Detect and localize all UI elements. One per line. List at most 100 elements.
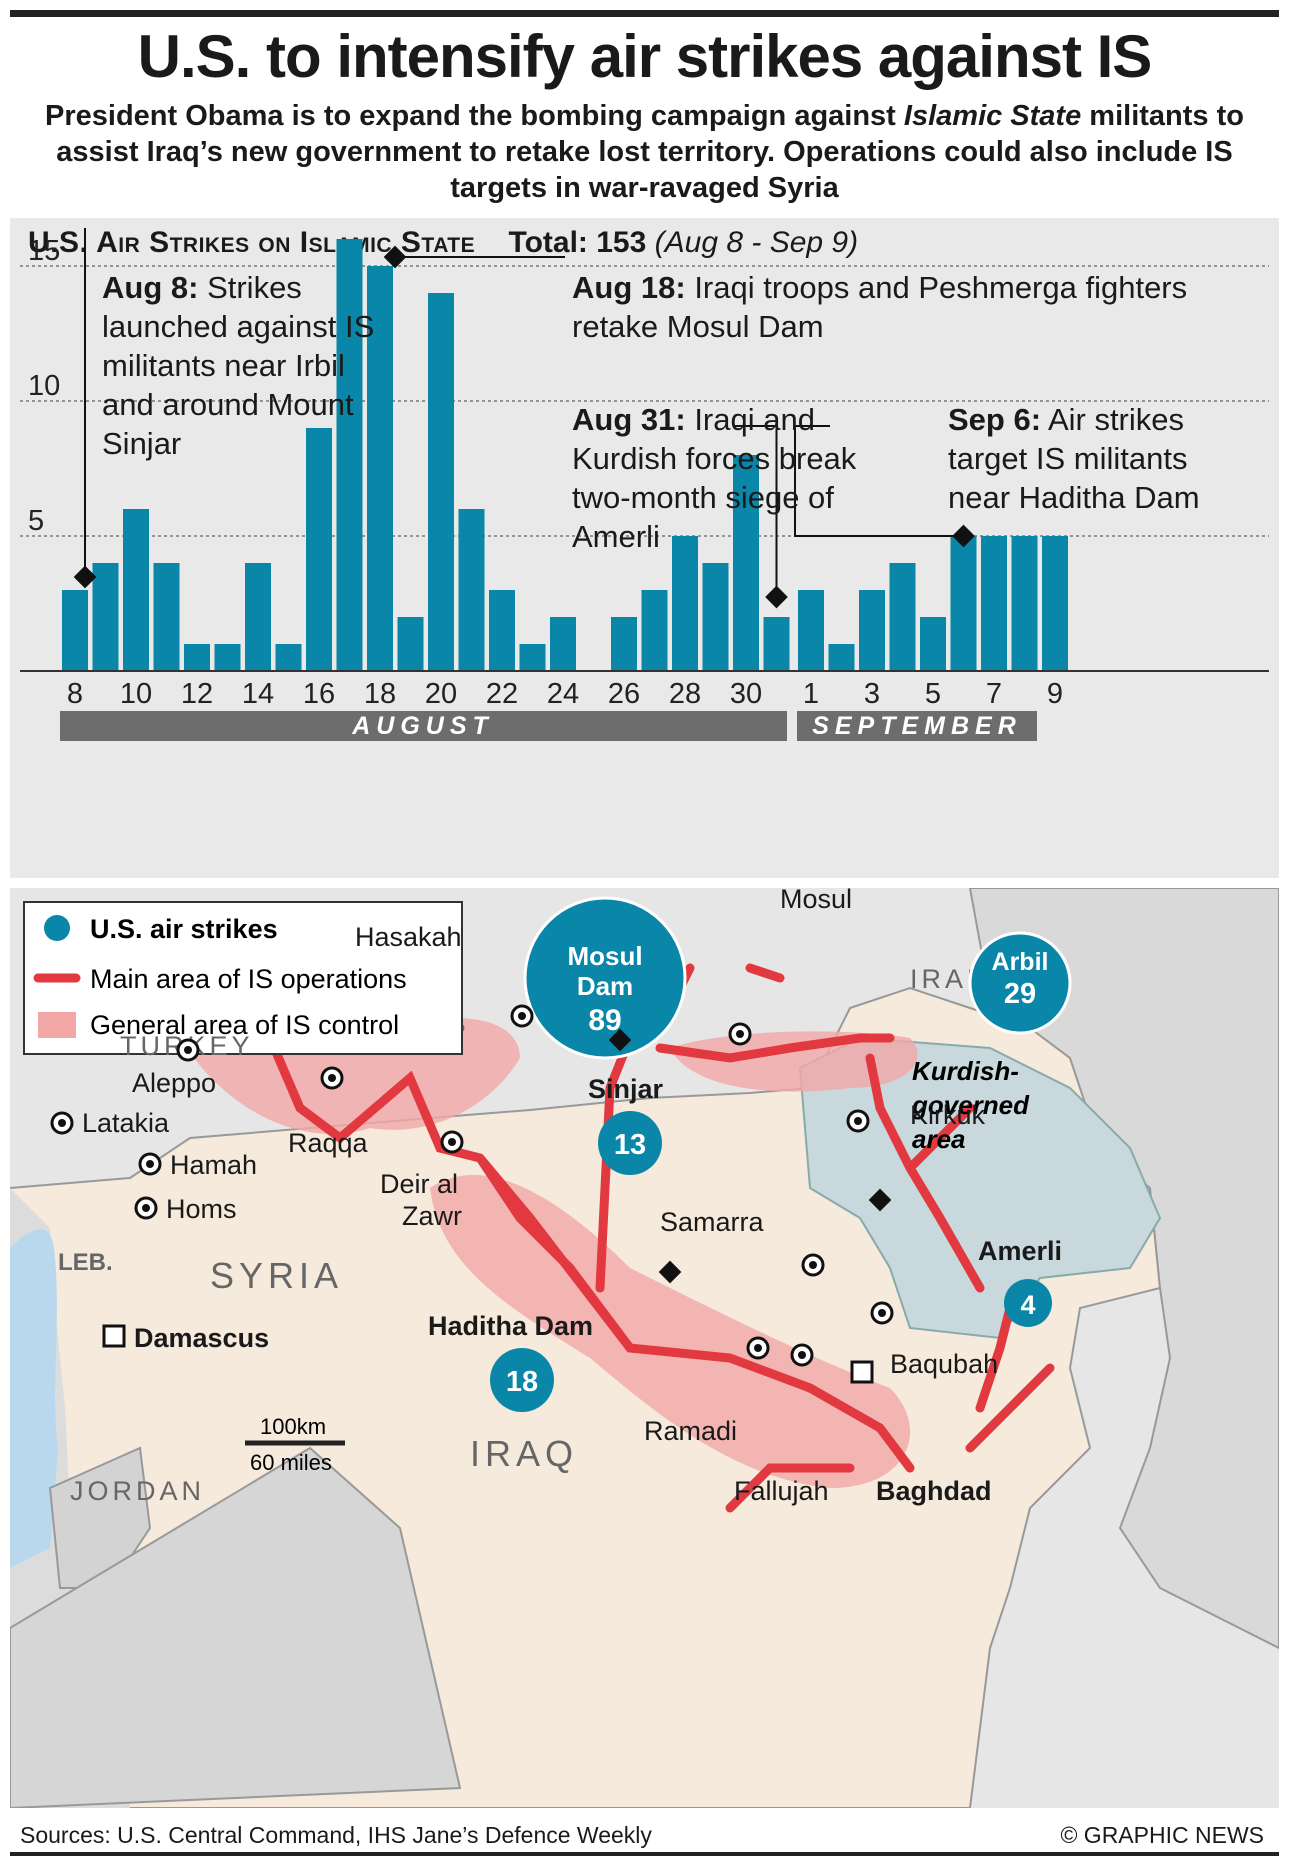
marker-center-mosul [736, 1030, 744, 1038]
bar-aug-18 [367, 266, 393, 671]
place-label-damascus: Damascus [134, 1323, 269, 1353]
bar-aug-16 [306, 428, 332, 671]
place-label-latakia: Latakia [82, 1108, 170, 1138]
xtick-label-5: 5 [925, 678, 941, 710]
kurdish-label-1: Kurdish- [912, 1056, 1019, 1086]
country-lebanon: LEB. [58, 1249, 113, 1276]
xtick-label-28: 28 [669, 678, 701, 710]
marker-center-raqqa [328, 1074, 336, 1082]
place-label-hasakah: Hasakah [355, 922, 462, 952]
xtick-label-1: 1 [803, 678, 819, 710]
bar-aug-31 [763, 617, 790, 671]
marker-center-latakia [58, 1119, 66, 1127]
country-syria: SYRIA [210, 1255, 343, 1296]
subtitle-part-1: President Obama is to expand the bombing… [45, 100, 904, 132]
marker-center-ramadi [754, 1344, 762, 1352]
legend-pink-area-icon [38, 1012, 76, 1038]
bar-sep-4 [889, 563, 916, 671]
capital-marker-damascus [102, 1324, 126, 1348]
marker-center-baqubah [878, 1309, 886, 1317]
bar-aug-20 [428, 293, 454, 671]
strike-site-arbil [968, 931, 1072, 1035]
diamond-sep6 [952, 524, 975, 548]
credit: © GRAPHIC NEWS [1060, 1822, 1264, 1848]
bar-aug-26 [611, 617, 637, 671]
bar-sep-1 [798, 590, 824, 671]
bar-aug-10 [123, 509, 149, 671]
ytick-label-10: 10 [28, 370, 60, 402]
month-bar-august [60, 711, 787, 741]
place-label-homs: Homs [166, 1194, 237, 1224]
subtitle-part-2: militants to assist Iraq’s new governmen… [56, 100, 1244, 204]
chart-total: Total: 153 [508, 226, 647, 259]
xtick-label-18: 18 [364, 678, 396, 710]
jordan [10, 1446, 462, 1808]
bar-aug-22 [489, 590, 515, 671]
leader-aug31 [735, 425, 778, 597]
scale-miles: 60 miles [250, 1450, 332, 1475]
xtick-label-14: 14 [242, 678, 274, 710]
xtick-label-12: 12 [181, 678, 213, 710]
place-label-fallujah: Fallujah [734, 1476, 829, 1506]
legend-box [23, 901, 463, 1055]
marker-center-fallujah [798, 1351, 806, 1359]
strike-site-mosul-dam [523, 896, 687, 1060]
site-count-mosul-dam: 89 [588, 1004, 621, 1037]
bar-sep-9 [1042, 536, 1068, 671]
bar-sep-6 [950, 536, 977, 671]
bar-aug-19 [397, 617, 424, 671]
place-label-kirkuk: Kirkuk [910, 1100, 986, 1130]
chart-range: (Aug 8 - Sep 9) [654, 226, 859, 259]
place-label-baqubah: Baqubah [890, 1349, 998, 1379]
strike-site-haditha [490, 1348, 554, 1412]
bar-aug-11 [153, 563, 180, 671]
place-label-aleppo: Aleppo [132, 1068, 216, 1098]
site-name-arbil: Arbil [992, 948, 1049, 976]
marker-center-aleppo [184, 1046, 192, 1054]
xtick-label-7: 7 [986, 678, 1002, 710]
site-count-amerli: 4 [1020, 1290, 1035, 1320]
bottom-rule [10, 1852, 1279, 1856]
marker-center-deir-al [448, 1138, 456, 1146]
site-count-sinjar: 13 [614, 1129, 646, 1161]
place-label-haditha-dam: Haditha Dam [428, 1311, 593, 1341]
subtitle-italic: Islamic State [903, 100, 1082, 132]
mediterranean-sea [10, 1229, 58, 1568]
diamond-aug31 [765, 585, 788, 609]
kurdish-label-2: governed [911, 1090, 1030, 1120]
month-label-september: SEPTEMBER [812, 712, 1022, 740]
bar-aug-13 [214, 644, 241, 671]
marker-center-homs [142, 1204, 150, 1212]
bar-aug-15 [275, 644, 302, 671]
annotation-sep6: Sep 6: Air strikes target IS militants n… [948, 402, 1200, 515]
page-title: U.S. to intensify air strikes against IS [137, 23, 1153, 90]
xtick-label-22: 22 [486, 678, 518, 710]
bar-aug-29 [702, 563, 729, 671]
diamond-marker-amerli [868, 1188, 892, 1212]
bar-aug-8 [62, 590, 88, 671]
sources: Sources: U.S. Central Command, IHS Jane’… [20, 1822, 652, 1848]
xtick-label-24: 24 [547, 678, 579, 710]
map: U.S. air strikes Main area of IS operati… [10, 888, 1279, 1808]
kurdish-label-3: area [912, 1124, 966, 1154]
place-label-zawr: Zawr [402, 1201, 462, 1231]
marker-center-hamah [146, 1160, 154, 1168]
is-control-area-sinjar [670, 1031, 918, 1092]
bar-sep-2 [828, 644, 855, 671]
place-label-mosul: Mosul [780, 888, 852, 914]
marker-center-hasakah [518, 1012, 526, 1020]
legend-label-control: General area of IS control [90, 1010, 399, 1040]
bar-aug-9 [92, 563, 119, 671]
place-label-hamah: Hamah [170, 1150, 257, 1180]
place-label-amerli: Amerli [978, 1236, 1062, 1266]
place-label-sinjar: Sinjar [588, 1074, 664, 1104]
strike-site-sinjar [598, 1111, 662, 1175]
xtick-label-20: 20 [425, 678, 457, 710]
xtick-label-3: 3 [864, 678, 880, 710]
xtick-label-8: 8 [67, 678, 83, 710]
site-name-mosul: Mosul [567, 941, 642, 971]
place-label-baghdad: Baghdad [876, 1476, 992, 1506]
bar-aug-14 [245, 563, 271, 671]
bar-aug-28 [672, 536, 698, 671]
